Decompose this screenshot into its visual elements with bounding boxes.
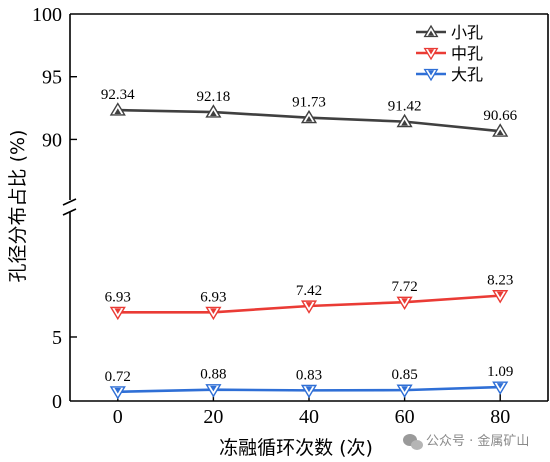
watermark-text: 公众号 · 金属矿山 [426, 433, 529, 449]
legend-marker-fill [427, 70, 435, 76]
data-label: 92.34 [101, 87, 135, 103]
point-marker-fill [114, 387, 122, 394]
point-marker-fill [496, 129, 504, 136]
x-tick-label: 80 [490, 406, 510, 428]
point-marker-fill [210, 110, 217, 116]
legend-item-small-pore: 小孔 [416, 23, 483, 42]
data-label: 8.23 [487, 273, 513, 289]
legend-item-large-pore: 大孔 [416, 65, 483, 84]
data-label: 1.09 [487, 364, 513, 380]
point-marker-fill [210, 385, 217, 392]
legend-label: 中孔 [451, 44, 483, 63]
data-label: 91.73 [292, 95, 326, 111]
series-small-pore [109, 102, 509, 137]
axis-break-mark-lower [62, 208, 77, 216]
axis-tick-labels: 90 95 100 0 5 0 20 40 60 80 [32, 4, 510, 428]
point-marker-fill [305, 386, 313, 393]
y-tick-label: 0 [52, 391, 62, 413]
y-axis-title: 孔径分布占比 (%) [7, 130, 29, 283]
point-marker-fill [305, 302, 313, 308]
x-tick-label: 60 [395, 406, 415, 428]
point-marker-fill [401, 298, 408, 304]
point-marker-fill [210, 308, 217, 314]
point-marker-fill [305, 116, 313, 122]
y-tick-label: 90 [42, 129, 62, 151]
data-label: 6.93 [105, 289, 131, 305]
point-marker-fill [401, 119, 408, 126]
x-tick-label: 40 [299, 406, 319, 428]
legend-item-medium-pore: 中孔 [416, 44, 483, 63]
data-label: 0.85 [391, 367, 417, 383]
x-axis-title: 冻融循环次数 (次) [219, 437, 373, 459]
legend-marker-fill [427, 49, 435, 55]
data-label: 6.93 [200, 289, 226, 305]
watermark: 公众号 · 金属矿山 [403, 433, 529, 450]
data-label: 0.88 [200, 367, 226, 383]
x-tick-label: 0 [113, 406, 123, 428]
x-tick-label: 20 [203, 406, 223, 428]
axis-break-mark-upper [62, 198, 77, 206]
data-label: 91.42 [388, 99, 422, 115]
legend-marker-fill [427, 30, 435, 36]
point-marker-fill [401, 386, 408, 392]
series-large-pore [109, 381, 509, 400]
y-tick-label: 95 [42, 67, 62, 89]
data-label: 0.83 [296, 367, 322, 383]
data-labels: 92.34 92.18 91.73 91.42 90.66 6.93 6.93 7.42 7.7… [101, 87, 518, 385]
legend-label: 大孔 [451, 65, 483, 84]
point-marker-fill [114, 108, 122, 114]
y-tick-label: 100 [32, 4, 62, 26]
wechat-icon [403, 434, 423, 450]
point-marker-fill [496, 291, 504, 298]
data-label: 90.66 [483, 108, 517, 124]
legend-label: 小孔 [451, 23, 483, 42]
point-marker-fill [496, 383, 504, 389]
data-label: 0.72 [105, 369, 131, 385]
data-label: 7.42 [296, 283, 322, 299]
series-layer [109, 102, 509, 400]
data-label: 92.18 [197, 89, 231, 105]
series-medium-pore [109, 290, 509, 321]
data-label: 7.72 [391, 279, 417, 295]
point-marker-fill [114, 308, 122, 314]
y-tick-label: 5 [52, 327, 62, 349]
